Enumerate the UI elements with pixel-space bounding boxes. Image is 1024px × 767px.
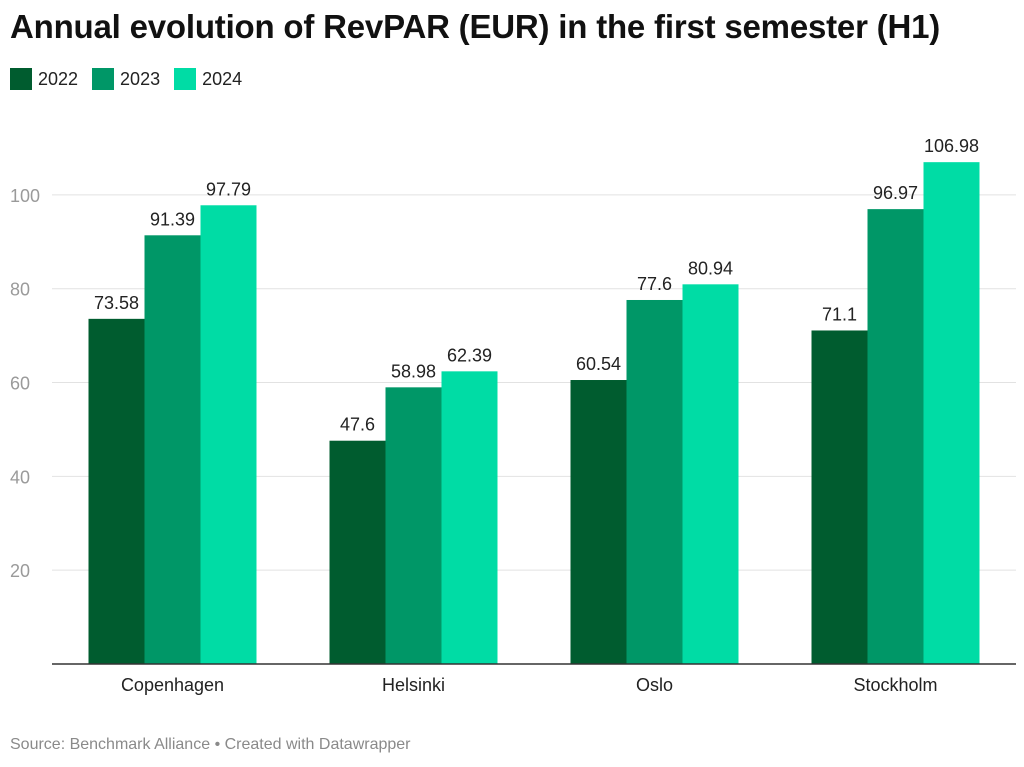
data-label-stockholm-2024: 106.98: [924, 136, 979, 156]
legend-label-2024: 2024: [202, 68, 243, 89]
data-label-stockholm-2022: 71.1: [822, 304, 857, 324]
bar-stockholm-2024: [923, 162, 980, 664]
bar-stockholm-2022: [811, 330, 868, 664]
bar-helsinki-2023: [385, 387, 442, 664]
data-label-helsinki-2024: 62.39: [447, 345, 492, 365]
footer-separator: •: [214, 736, 221, 753]
bar-oslo-2022: [570, 380, 627, 664]
bar-copenhagen-2023: [144, 235, 201, 664]
data-label-oslo-2023: 77.6: [637, 274, 672, 294]
bar-chart: 20 40 60 80 100 73.58 91.39 97.79 Copenhagen 47.6…: [10, 136, 1016, 695]
y-tick-label-40: 40: [10, 467, 30, 487]
bar-copenhagen-2024: [200, 205, 257, 664]
x-tick-label-copenhagen: Copenhagen: [121, 675, 224, 695]
data-label-oslo-2024: 80.94: [688, 258, 733, 278]
y-tick-label-20: 20: [10, 561, 30, 581]
legend-swatch-2023: [92, 68, 115, 90]
legend-item-2023: 2023: [92, 68, 160, 90]
x-tick-label-helsinki: Helsinki: [382, 675, 445, 695]
bar-stockholm-2023: [867, 209, 924, 664]
bar-oslo-2024: [682, 284, 739, 664]
legend: 2022 2023 2024: [10, 68, 256, 90]
bar-copenhagen-2022: [88, 318, 145, 664]
legend-label-2023: 2023: [120, 68, 161, 89]
legend-swatch-2022: [10, 68, 32, 90]
legend-label-2022: 2022: [38, 68, 79, 89]
footer: Source: Benchmark Alliance • Created wit…: [10, 736, 411, 754]
chart-title: Annual evolution of RevPAR (EUR) in the …: [10, 8, 941, 45]
data-label-stockholm-2023: 96.97: [873, 183, 918, 203]
data-label-oslo-2022: 60.54: [576, 354, 621, 374]
x-tick-label-stockholm: Stockholm: [853, 675, 937, 695]
data-label-copenhagen-2022: 73.58: [94, 293, 139, 313]
source-note: Source: Benchmark Alliance: [10, 736, 211, 753]
bar-helsinki-2022: [329, 440, 386, 664]
data-label-helsinki-2022: 47.6: [340, 415, 375, 435]
bar-oslo-2023: [626, 299, 683, 664]
credit-note: Created with Datawrapper: [224, 736, 411, 753]
data-label-copenhagen-2023: 91.39: [150, 209, 195, 229]
y-tick-label-60: 60: [10, 374, 30, 394]
data-label-copenhagen-2024: 97.79: [206, 179, 251, 199]
bar-helsinki-2024: [441, 371, 498, 664]
x-tick-label-oslo: Oslo: [636, 675, 673, 695]
legend-swatch-2024: [174, 68, 197, 90]
legend-item-2022: 2022: [10, 68, 78, 90]
data-label-helsinki-2023: 58.98: [391, 361, 436, 381]
y-tick-label-100: 100: [10, 186, 40, 206]
legend-item-2024: 2024: [174, 68, 242, 90]
y-tick-label-80: 80: [10, 280, 30, 300]
